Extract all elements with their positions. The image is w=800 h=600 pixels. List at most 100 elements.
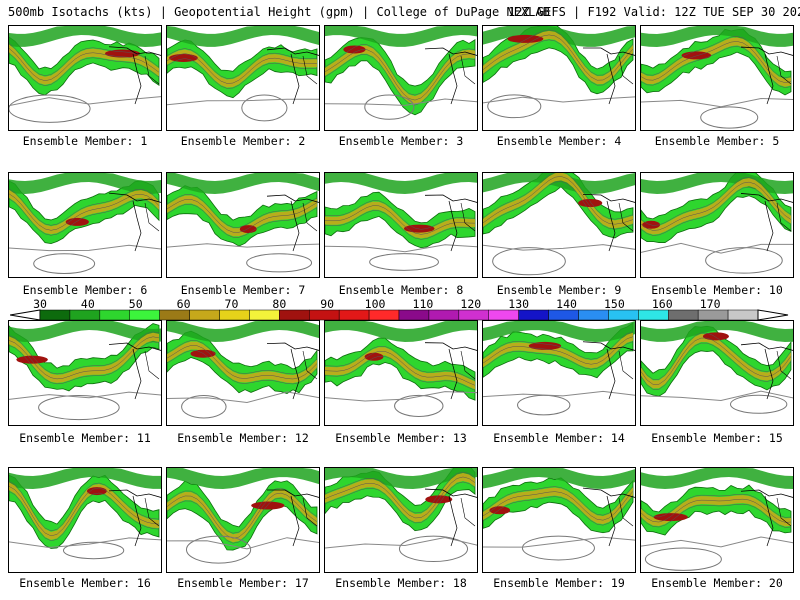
isotach-map (167, 321, 319, 419)
colorbar-tick-label: 160 (651, 297, 673, 311)
ensemble-member-label: Ensemble Member: 12 (177, 431, 309, 445)
colorbar-tick-label: 150 (604, 297, 625, 311)
ensemble-member-label: Ensemble Member: 3 (338, 134, 464, 148)
isotach-map (483, 321, 635, 416)
ensemble-member-panel (640, 320, 794, 426)
ensemble-member-panel (640, 172, 794, 278)
ensemble-member-label: Ensemble Member: 9 (496, 283, 622, 297)
header-title: 500mb Isotachs (kts) | Geopotential Heig… (8, 5, 550, 19)
colorbar-left-arrow (10, 309, 41, 321)
colorbar-swatch (309, 309, 340, 321)
colorbar-swatch (69, 309, 101, 321)
ensemble-member-panel (324, 320, 478, 426)
ensemble-member-panel (324, 172, 478, 278)
ensemble-member-panel (8, 172, 162, 278)
colorbar-swatch (189, 309, 220, 321)
ensemble-member-label: Ensemble Member: 11 (19, 431, 151, 445)
colorbar-swatch (99, 309, 131, 321)
colorbar-swatch (518, 309, 549, 321)
ensemble-member-panel (482, 172, 636, 278)
colorbar-swatch (458, 309, 490, 321)
colorbar-swatch (638, 309, 669, 321)
ensemble-member-label: Ensemble Member: 18 (335, 576, 467, 590)
ensemble-member-panel (640, 467, 794, 573)
ensemble-member-panel (482, 320, 636, 426)
ensemble-member-label: Ensemble Member: 4 (496, 134, 622, 148)
isotach-map (325, 26, 477, 120)
isotach-map (9, 321, 161, 421)
ensemble-member-label: Ensemble Member: 15 (651, 431, 783, 445)
isotach-map (325, 173, 477, 271)
isotach-map (167, 173, 319, 273)
colorbar-swatch (39, 309, 71, 321)
colorbar-tick-label: 130 (508, 297, 530, 311)
colorbar-swatch (668, 309, 699, 321)
isotach-map (325, 321, 477, 417)
ensemble-member-panel (166, 25, 320, 131)
ensemble-member-label: Ensemble Member: 16 (19, 576, 151, 590)
isotach-map (483, 468, 635, 561)
colorbar-tick-label: 30 (33, 297, 47, 311)
isotach-map (483, 173, 635, 276)
isotach-map (641, 26, 793, 129)
colorbar-right-arrow (757, 309, 789, 321)
isotach-map (325, 468, 477, 563)
ensemble-member-panel (640, 25, 794, 131)
ensemble-member-label: Ensemble Member: 13 (335, 431, 467, 445)
colorbar-tick-label: 70 (224, 297, 239, 311)
ensemble-member-panel (482, 25, 636, 131)
colorbar-tick-label: 50 (128, 297, 143, 311)
ensemble-member-panel (166, 172, 320, 278)
isotach-map (641, 321, 793, 414)
ensemble-member-label: Ensemble Member: 10 (651, 283, 783, 297)
ensemble-member-label: Ensemble Member: 2 (180, 134, 306, 148)
colorbar-swatch (727, 309, 759, 321)
ensemble-member-panel (8, 467, 162, 573)
colorbar-swatch (578, 309, 609, 321)
ensemble-member-panel (482, 467, 636, 573)
ensemble-member-label: Ensemble Member: 7 (180, 283, 306, 297)
isotach-map (641, 173, 793, 274)
ensemble-member-label: Ensemble Member: 19 (493, 576, 625, 590)
ensemble-member-panel (324, 467, 478, 573)
colorbar-swatch (608, 309, 639, 321)
colorbar-swatch (488, 309, 519, 321)
isotach-map (9, 26, 161, 123)
isotach-map (167, 26, 319, 122)
ensemble-member-panel (8, 320, 162, 426)
isotach-map (641, 468, 793, 571)
colorbar-swatch (219, 309, 250, 321)
isotach-colorbar (10, 309, 789, 321)
colorbar-swatch (129, 309, 160, 321)
isotach-map (167, 468, 319, 564)
ensemble-member-label: Ensemble Member: 8 (338, 283, 464, 297)
colorbar-tick-label: 90 (320, 297, 335, 311)
colorbar-swatch (279, 309, 310, 321)
colorbar-tick-label: 40 (80, 297, 95, 311)
colorbar-tick-label: 100 (364, 297, 386, 311)
colorbar-swatch (398, 309, 430, 321)
colorbar-swatch (159, 309, 190, 321)
colorbar-swatch (697, 309, 729, 321)
colorbar-swatch (249, 309, 280, 321)
colorbar-tick-label: 120 (460, 297, 482, 311)
ensemble-member-panel (8, 25, 162, 131)
colorbar-tick-label: 80 (272, 297, 287, 311)
colorbar-swatch (428, 309, 460, 321)
ensemble-member-label: Ensemble Member: 17 (177, 576, 309, 590)
header-run-info: 12Z GEFS | F192 Valid: 12Z TUE SEP 30 20… (508, 5, 800, 19)
isotach-map (9, 173, 161, 275)
isotach-map (483, 26, 635, 119)
ensemble-member-label: Ensemble Member: 14 (493, 431, 625, 445)
ensemble-member-label: Ensemble Member: 5 (654, 134, 780, 148)
ensemble-member-panel (166, 467, 320, 573)
ensemble-member-panel (166, 320, 320, 426)
colorbar-tick-label: 170 (699, 297, 721, 311)
isotach-map (9, 468, 161, 560)
ensemble-member-panel (324, 25, 478, 131)
colorbar-swatch (338, 309, 370, 321)
ensemble-member-label: Ensemble Member: 1 (22, 134, 148, 148)
colorbar-swatch (368, 309, 400, 321)
colorbar-tick-label: 110 (412, 297, 434, 311)
colorbar-tick-label: 60 (176, 297, 191, 311)
